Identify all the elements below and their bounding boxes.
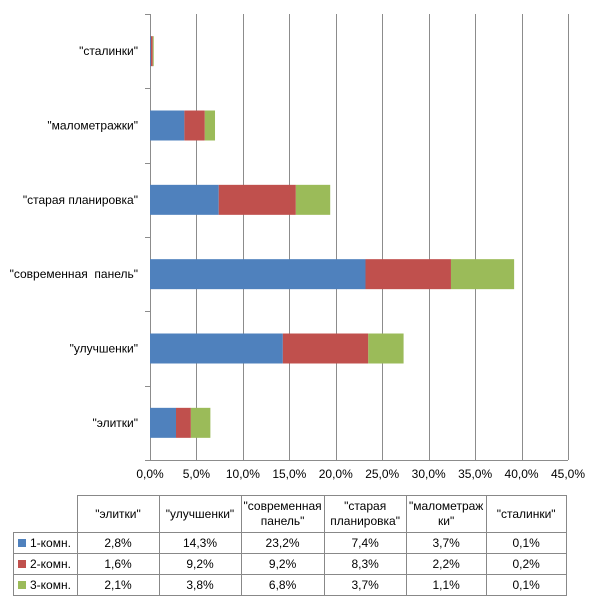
table-value-cell: 0,1% (485, 574, 567, 596)
table-value-cell: 1,6% (76, 553, 160, 575)
table-header-row: "элитки" "улучшенки" "современная панель" "… (13, 495, 567, 533)
table-value-cell: 0,1% (485, 532, 567, 554)
bar-segment (204, 110, 216, 141)
x-tick-label: 40,0% (505, 467, 539, 481)
series-name: 3-комн. (30, 577, 71, 592)
table-corner (13, 495, 78, 533)
bar-segment (150, 36, 151, 67)
table-value-cell: 3,8% (158, 574, 242, 596)
bar-segment (190, 407, 211, 438)
table-row: 2-комн. 1,6% 9,2% 9,2% 8,3% 2,2% 0,2% (13, 553, 567, 575)
category-label: "малометражки" (47, 119, 138, 133)
table-value-cell: 2,1% (76, 574, 160, 596)
category-label: "улучшенки" (70, 342, 138, 356)
bar-segment (184, 110, 205, 141)
series-name: 2-комн. (30, 556, 71, 571)
table-value-cell: 14,3% (158, 532, 242, 554)
table-series-cell: 3-комн. (13, 574, 78, 596)
bar-segment (150, 333, 283, 364)
legend-swatch (18, 580, 26, 589)
table-header-cell: "старая планировка" (323, 495, 407, 533)
table-header-cell: "элитки" (76, 495, 160, 533)
series-name: 1-комн. (30, 535, 71, 550)
table-value-cell: 23,2% (240, 532, 325, 554)
table-value-cell: 3,7% (323, 574, 407, 596)
x-tick-label: 35,0% (458, 467, 492, 481)
legend-swatch (18, 538, 26, 547)
category-label: "сталинки" (79, 44, 138, 58)
table-header-cell: "малометраж ки" (405, 495, 487, 533)
category-label: "элитки" (92, 416, 138, 430)
table-series-cell: 1-комн. (13, 532, 78, 554)
bar-segment (150, 259, 366, 290)
bar-segment (152, 36, 154, 67)
table-body: 1-комн. 2,8% 14,3% 23,2% 7,4% 3,7% 0,1% 2-комн.… (13, 532, 567, 596)
table-value-cell: 9,2% (240, 553, 325, 575)
x-tick-label: 15,0% (272, 467, 306, 481)
legend-swatch (18, 559, 26, 568)
bar-segment (150, 110, 185, 141)
bar-segment (218, 184, 296, 215)
x-tick-label: 10,0% (226, 467, 260, 481)
table-value-cell: 7,4% (323, 532, 407, 554)
x-tick-label: 25,0% (365, 467, 399, 481)
data-table: "элитки" "улучшенки" "современная панель" "… (13, 495, 567, 596)
bar-segment (150, 407, 177, 438)
table-value-cell: 8,3% (323, 553, 407, 575)
table-header-cell: "современная панель" (240, 495, 325, 533)
table-value-cell: 2,8% (76, 532, 160, 554)
bar-segment (150, 184, 219, 215)
bar-segment (365, 259, 451, 290)
table-value-cell: 0,2% (485, 553, 567, 575)
x-tick-label: 0,0% (136, 467, 164, 481)
x-tick-label: 45,0% (551, 467, 585, 481)
x-tick-label: 30,0% (412, 467, 446, 481)
table-header-cell: "сталинки" (485, 495, 567, 533)
table-header-cell: "улучшенки" (158, 495, 242, 533)
table-value-cell: 1,1% (405, 574, 487, 596)
table-value-cell: 9,2% (158, 553, 242, 575)
category-label: "современная панель" (10, 267, 138, 281)
category-label: "старая планировка" (23, 193, 138, 207)
table-row: 3-комн. 2,1% 3,8% 6,8% 3,7% 1,1% 0,1% (13, 574, 567, 596)
bar-segment (450, 259, 515, 290)
bar-segment (282, 333, 369, 364)
bar-segment (295, 184, 331, 215)
bar-segment (368, 333, 404, 364)
table-row: 1-комн. 2,8% 14,3% 23,2% 7,4% 3,7% 0,1% (13, 532, 567, 554)
table-value-cell: 2,2% (405, 553, 487, 575)
bar-segment (150, 36, 153, 67)
table-value-cell: 6,8% (240, 574, 325, 596)
table-series-cell: 2-комн. (13, 553, 78, 575)
x-tick-label: 5,0% (183, 467, 211, 481)
bar-segment (176, 407, 191, 438)
table-value-cell: 3,7% (405, 532, 487, 554)
x-tick-label: 20,0% (319, 467, 353, 481)
